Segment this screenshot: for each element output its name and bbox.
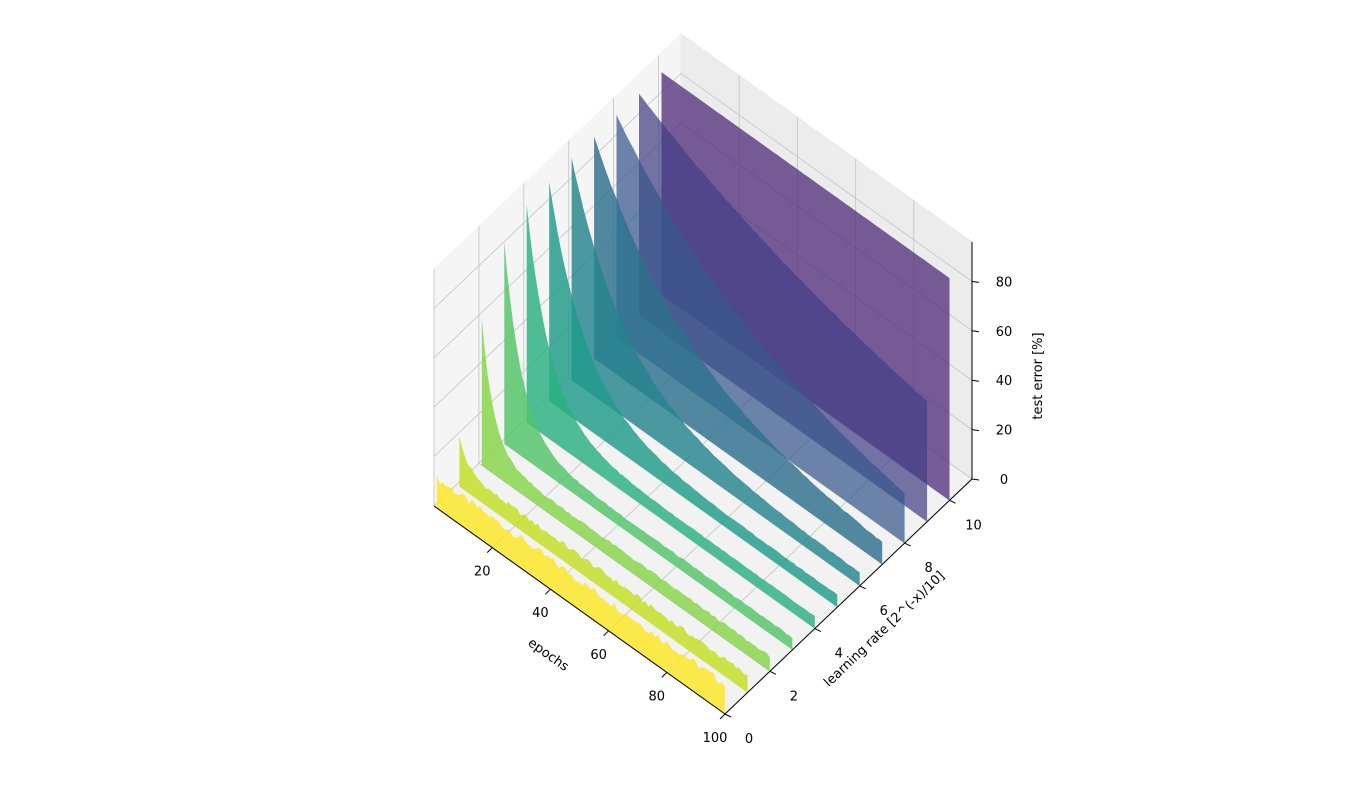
x-tick xyxy=(545,588,551,595)
z-tick-label: 40 xyxy=(996,374,1013,389)
x-tick-label: 60 xyxy=(590,648,607,663)
z-tick xyxy=(971,429,980,432)
z-axis-label: test error [%] xyxy=(1031,332,1046,419)
y-tick xyxy=(859,585,866,590)
series-ribbon-lr-7 xyxy=(594,136,883,565)
y-tick-label: 8 xyxy=(924,561,932,576)
x-tick xyxy=(603,630,609,637)
series-ribbon-lr-6 xyxy=(571,157,860,586)
z-tick-label: 60 xyxy=(996,325,1013,340)
y-tick xyxy=(724,713,732,718)
y-tick-label: 4 xyxy=(835,647,843,662)
z-tick-label: 20 xyxy=(996,424,1013,439)
x-tick xyxy=(661,672,668,678)
series-ribbon-lr-2 xyxy=(481,318,770,672)
y-tick-label: 10 xyxy=(965,518,982,533)
y-tick-label: 2 xyxy=(790,689,798,704)
y-tick-label: 6 xyxy=(880,604,888,619)
x-tick xyxy=(486,547,493,553)
x-axis-line xyxy=(433,505,726,715)
y-tick xyxy=(904,542,911,547)
z-tick xyxy=(971,379,980,382)
z-tick xyxy=(971,478,980,481)
x-tick-label: 80 xyxy=(649,689,666,704)
x-tick-label: 40 xyxy=(532,606,549,621)
series-ribbon-lr-9 xyxy=(639,93,928,522)
series-group xyxy=(436,72,950,714)
z-tick xyxy=(971,330,980,333)
z-tick-label: 80 xyxy=(996,275,1013,290)
y-tick-label: 0 xyxy=(745,732,753,747)
x-tick xyxy=(719,713,726,720)
y-tick xyxy=(769,670,777,675)
series-ribbon-lr-8 xyxy=(616,114,905,544)
series-ribbon-lr-0 xyxy=(436,475,725,714)
y-tick xyxy=(949,499,956,504)
y-axis-line xyxy=(724,478,973,715)
x-tick-label: 100 xyxy=(703,731,728,746)
series-ribbon-lr-5 xyxy=(549,181,838,608)
y-tick xyxy=(814,628,822,632)
series-ribbon-lr-1 xyxy=(459,436,748,693)
grid-line-z xyxy=(433,72,973,309)
z-tick xyxy=(971,280,980,283)
z-tick-label: 0 xyxy=(1000,473,1008,488)
x-axis-label: epochs xyxy=(525,636,572,675)
x-tick-label: 20 xyxy=(474,565,491,580)
